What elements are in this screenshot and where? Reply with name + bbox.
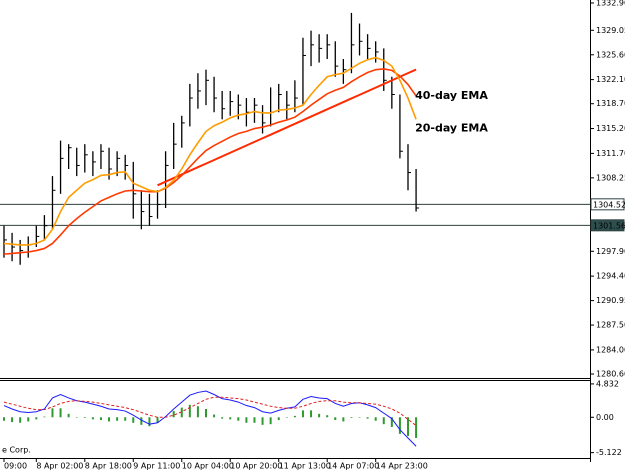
histogram-bar: [19, 417, 22, 423]
histogram-bar: [366, 417, 369, 419]
y-tick-label: 1329.05: [596, 26, 625, 35]
histogram-bar: [318, 413, 321, 418]
x-tick-label: 9 Apr 11:00: [133, 462, 180, 471]
macd-line: [3, 396, 417, 426]
histogram-bar: [237, 417, 240, 421]
histogram-bar: [35, 417, 38, 420]
histogram-bar: [221, 417, 224, 419]
x-tick-label: 8 Apr 18:00: [85, 462, 132, 471]
histogram-bar: [99, 417, 102, 421]
histogram-bar: [132, 417, 135, 423]
x-tick-label: 10 Apr 04:00: [182, 462, 234, 471]
histogram-bar: [261, 417, 264, 425]
y-tick-label: 1322.10: [596, 75, 625, 84]
histogram-bar: [310, 410, 313, 418]
histogram-bar: [326, 415, 329, 418]
level-label: 1304.52: [593, 200, 625, 209]
y-tick-label: 1325.60: [596, 50, 625, 59]
y-tick-label: 1315.20: [596, 124, 625, 133]
y-tick-label: 0.00: [596, 413, 614, 422]
histogram-bar: [43, 416, 46, 418]
y-tick-label: 1290.95: [596, 296, 625, 305]
ema-label: 20-day EMA: [415, 121, 488, 134]
x-tick-label: 8 Apr 02:00: [36, 462, 83, 471]
ema-line: [3, 56, 417, 246]
histogram-bar: [398, 417, 401, 434]
histogram-bar: [293, 415, 296, 418]
histogram-bar: [382, 417, 385, 425]
histogram-bar: [75, 417, 78, 418]
y-tick-label: 1332.90: [596, 0, 625, 7]
trendline: [157, 68, 417, 187]
histogram-bar: [83, 417, 86, 418]
macd-line: [3, 390, 417, 447]
histogram-bar: [213, 414, 216, 418]
histogram-bar: [269, 417, 272, 425]
level-box: [590, 198, 625, 211]
histogram-bar: [334, 417, 337, 421]
y-tick-label: 1294.40: [596, 272, 625, 281]
histogram-bar: [196, 406, 199, 418]
histogram-bar: [59, 408, 62, 418]
histogram-bar: [415, 417, 418, 438]
histogram-bar: [374, 417, 377, 421]
ema-line: [3, 68, 417, 255]
x-tick-label: 14 Apr 23:00: [376, 462, 428, 471]
histogram-bar: [27, 417, 30, 422]
x-tick-label: 11 Apr 13:00: [279, 462, 331, 471]
histogram-bar: [140, 417, 143, 425]
histogram-bar: [229, 417, 232, 420]
histogram-bar: [3, 417, 5, 421]
histogram-bar: [148, 417, 151, 427]
histogram-bar: [342, 417, 345, 422]
histogram-bar: [350, 417, 353, 418]
histogram-bar: [172, 411, 175, 418]
histogram-bar: [188, 404, 191, 418]
y-tick-label: 1318.70: [596, 99, 625, 108]
histogram-bar: [108, 417, 111, 422]
y-tick-label: 1311.70: [596, 149, 625, 158]
histogram-bar: [277, 417, 280, 421]
histogram-bar: [358, 417, 361, 418]
x-tick-label: 10 Apr 20:00: [230, 462, 282, 471]
histogram-bar: [253, 417, 256, 423]
level-box: [590, 219, 625, 232]
y-tick-label: 1287.50: [596, 321, 625, 330]
histogram-bar: [116, 417, 119, 421]
y-tick-label: 4.832: [596, 379, 619, 388]
y-tick-label: -5.122: [596, 448, 622, 457]
y-tick-label: 1280.60: [596, 370, 625, 379]
histogram-bar: [407, 417, 409, 436]
histogram-bar: [285, 417, 288, 418]
x-tick-label: 14 Apr 07:00: [327, 462, 379, 471]
histogram-bar: [67, 413, 70, 418]
x-tick-label: 09:00: [4, 462, 27, 471]
histogram-bar: [156, 417, 159, 423]
histogram-bar: [205, 408, 207, 418]
histogram-bar: [124, 417, 127, 421]
level-label: 1301.56: [593, 221, 625, 230]
histogram-bar: [301, 410, 304, 418]
y-tick-label: 1297.90: [596, 247, 625, 256]
histogram-bar: [11, 417, 14, 423]
histogram-bar: [91, 417, 94, 420]
histogram-bar: [51, 408, 54, 418]
y-tick-label: 1284.00: [596, 345, 625, 354]
watermark: e Corp.: [2, 446, 31, 455]
histogram-bar: [390, 417, 393, 427]
histogram-bar: [180, 407, 183, 418]
y-tick-label: 1308.25: [596, 173, 625, 182]
ema-label: 40-day EMA: [415, 89, 488, 102]
histogram-bar: [245, 417, 248, 423]
